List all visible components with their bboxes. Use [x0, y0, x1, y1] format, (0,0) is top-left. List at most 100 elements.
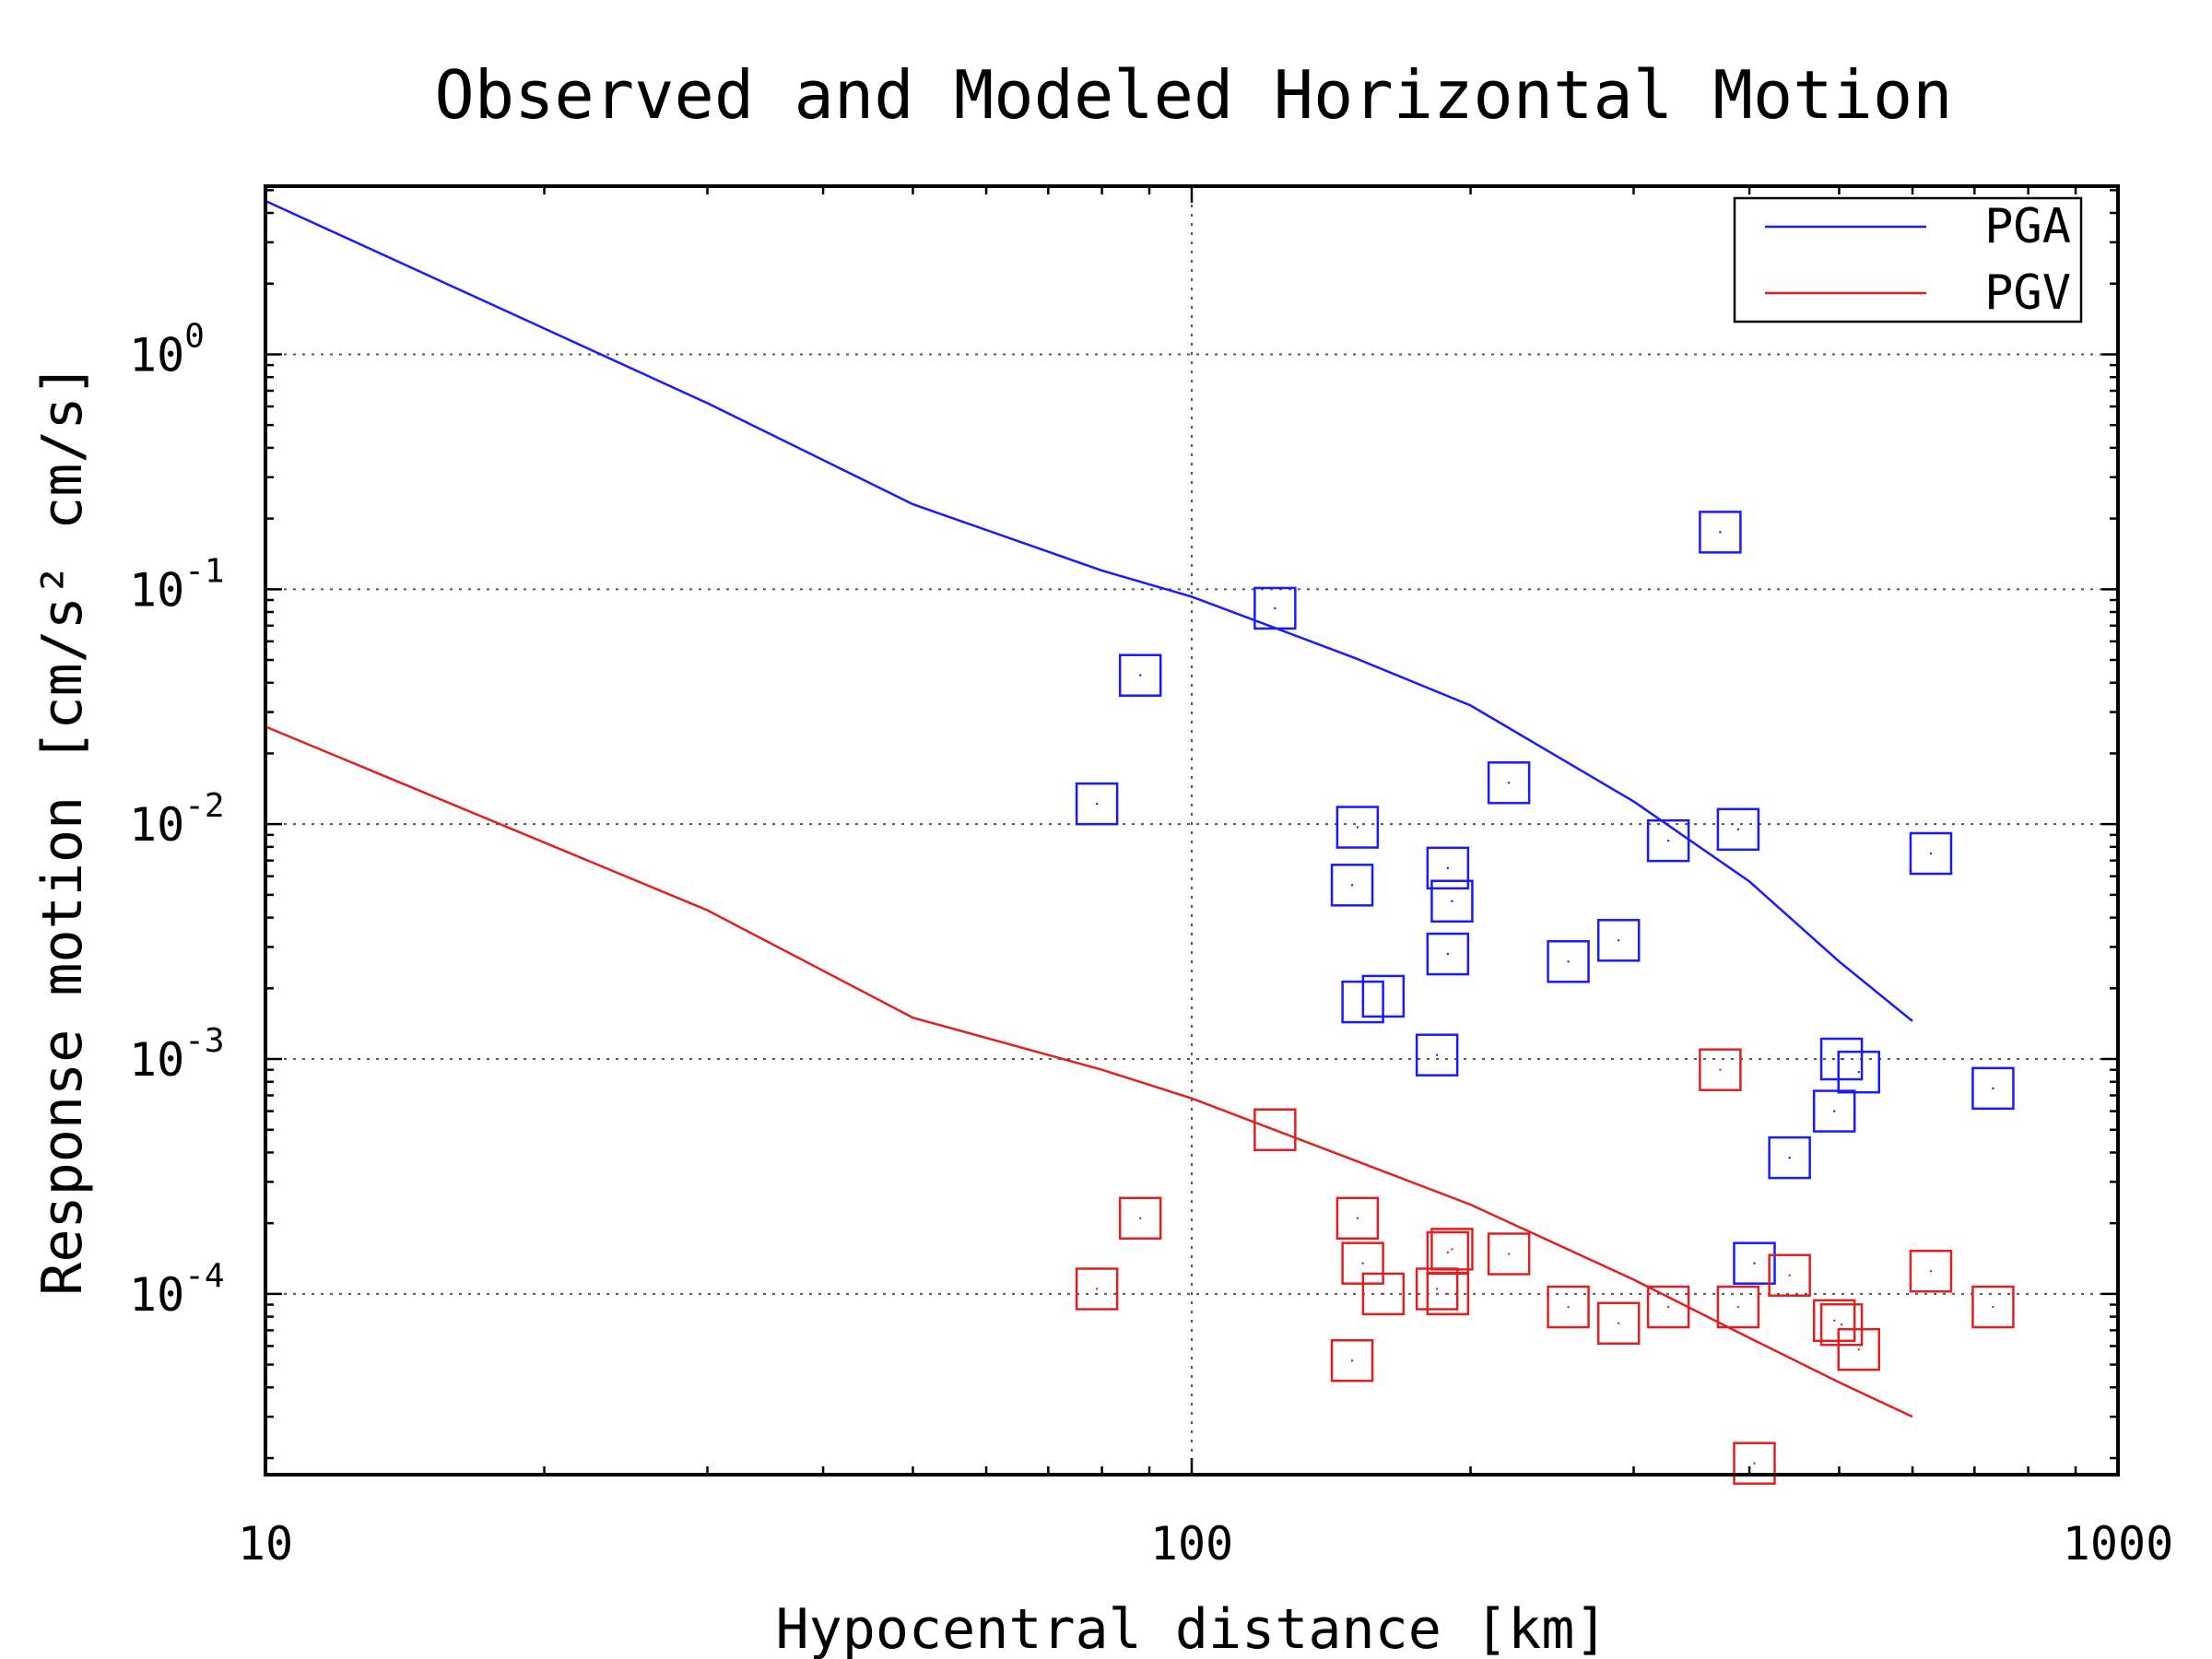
grid-lines: [265, 186, 2118, 1475]
observed-marker-pgv: [1812, 1299, 1856, 1343]
observed-dot-pgv: [1139, 1217, 1142, 1219]
observed-dot-pga: [1618, 939, 1620, 942]
observed-marker-pga: [1487, 761, 1531, 805]
observed-marker-pgv: [1837, 1327, 1881, 1371]
observed-marker-pgv: [1487, 1232, 1531, 1276]
observed-dot-pga: [1507, 782, 1511, 784]
observed-dot-pga: [1736, 828, 1740, 831]
observed-dot-pga: [1788, 1156, 1791, 1159]
observed-marker-pgv: [1118, 1196, 1162, 1241]
observed-marker-pgv: [1733, 1441, 1776, 1485]
axis-ticks: [264, 186, 2118, 1475]
x-tick-label: 10: [238, 1517, 293, 1571]
observed-dot-pga: [1840, 1057, 1843, 1061]
observed-marker-pgv: [1819, 1302, 1864, 1347]
observed-dot-pga: [1753, 1262, 1756, 1265]
observed-marker-pga: [1837, 1050, 1881, 1094]
observed-marker-pgv: [1426, 1230, 1470, 1275]
legend-label-pgv: PGV: [1984, 265, 2071, 321]
observed-dot-pgv: [1361, 1262, 1364, 1265]
observed-marker-pga: [1733, 1241, 1776, 1285]
observed-marker-pga: [1430, 879, 1474, 923]
observed-dot-pga: [1992, 1087, 1994, 1090]
observed-dot-pga: [1095, 802, 1099, 806]
observed-marker-pga: [1330, 864, 1374, 907]
observed-dot-pga: [1451, 900, 1453, 902]
observed-marker-pga: [1415, 1033, 1459, 1077]
model-line-pgv: [265, 725, 1913, 1418]
observed-marker-pgv: [1646, 1285, 1690, 1329]
observed-marker-pga: [1596, 919, 1641, 962]
observed-marker-pga: [1547, 940, 1590, 983]
observed-dot-pga: [1435, 1053, 1439, 1056]
observed-dot-pga: [1719, 531, 1722, 534]
observed-dot-pgv: [1446, 1292, 1450, 1296]
observed-marker-pga: [1075, 782, 1119, 826]
observed-marker-pgv: [1253, 1108, 1297, 1151]
observed-dot-pga: [1139, 674, 1142, 677]
observed-dot-pgv: [1857, 1347, 1860, 1351]
observed-marker-pga: [1426, 846, 1470, 890]
observed-dot-pgv: [1666, 1305, 1670, 1309]
observed-dot-pga: [1350, 884, 1354, 887]
x-tick-label: 1000: [2063, 1517, 2173, 1571]
plot-series: [265, 199, 2015, 1485]
observed-dot-pga: [1857, 1070, 1860, 1074]
observed-marker-pga: [1253, 586, 1297, 630]
observed-marker-pgv: [1361, 1272, 1406, 1316]
observed-dot-pga: [1446, 952, 1450, 956]
observed-dot-pgv: [1719, 1068, 1722, 1071]
observed-dot-pga: [1382, 994, 1385, 998]
x-tick-label: 100: [1150, 1517, 1233, 1571]
observed-dot-pgv: [1753, 1462, 1756, 1465]
legend: PGA PGV: [1733, 196, 2083, 324]
observed-marker-pga: [1118, 653, 1162, 697]
observed-marker-pga: [1971, 1066, 2015, 1111]
observed-marker-pgv: [1330, 1339, 1374, 1382]
x-axis-label: Hypocentral distance [km]: [775, 1597, 1607, 1659]
observed-marker-pga: [1819, 1037, 1864, 1081]
observed-dot-pga: [1356, 826, 1359, 829]
observed-dot-pgv: [1356, 1217, 1359, 1219]
y-tick-label: 10-3: [129, 1022, 225, 1087]
observed-dot-pgv: [1736, 1305, 1740, 1309]
observed-dot-pga: [1666, 839, 1670, 842]
observed-dot-pgv: [1929, 1269, 1933, 1273]
observed-marker-pgv: [1699, 1048, 1742, 1091]
legend-box: [1733, 196, 2083, 324]
observed-dot-pga: [1567, 960, 1570, 963]
observed-marker-pgv: [1971, 1285, 2015, 1329]
y-tick-label: 10-1: [129, 552, 225, 617]
observed-marker-pga: [1361, 974, 1406, 1018]
observed-dot-pgv: [1350, 1359, 1354, 1362]
observed-marker-pgv: [1716, 1285, 1760, 1329]
observed-dot-pgv: [1992, 1305, 1994, 1309]
observed-marker-pga: [1426, 932, 1470, 976]
observed-marker-pga: [1646, 818, 1690, 863]
observed-dot-pga: [1929, 852, 1933, 855]
observed-dot-pgv: [1840, 1324, 1843, 1326]
observed-marker-pga: [1812, 1089, 1856, 1133]
observed-dot-pgv: [1618, 1322, 1620, 1324]
observed-marker-pgv: [1335, 1196, 1380, 1241]
observed-dot-pga: [1832, 1110, 1836, 1112]
observed-marker-pga: [1699, 511, 1742, 554]
observed-marker-pga: [1909, 831, 1953, 876]
chart-title: Observed and Modeled Horizontal Motion: [434, 56, 1952, 134]
observed-dot-pgv: [1382, 1292, 1385, 1296]
x-tick-labels: 10 100 1000: [238, 1517, 2173, 1571]
observed-dot-pgv: [1507, 1253, 1511, 1255]
observed-marker-pgv: [1547, 1285, 1590, 1329]
observed-dot-pgv: [1274, 1128, 1277, 1131]
observed-dot-pgv: [1788, 1274, 1791, 1277]
y-tick-label: 10-2: [129, 787, 225, 852]
observed-marker-pga: [1768, 1135, 1811, 1180]
observed-marker-pgv: [1430, 1228, 1474, 1271]
observed-dot-pga: [1446, 866, 1450, 870]
observed-dot-pga: [1274, 606, 1277, 610]
observed-marker-pgv: [1075, 1267, 1119, 1311]
observed-marker-pgv: [1768, 1253, 1811, 1297]
observed-marker-pga: [1716, 807, 1760, 852]
observed-dot-pgv: [1095, 1288, 1099, 1290]
